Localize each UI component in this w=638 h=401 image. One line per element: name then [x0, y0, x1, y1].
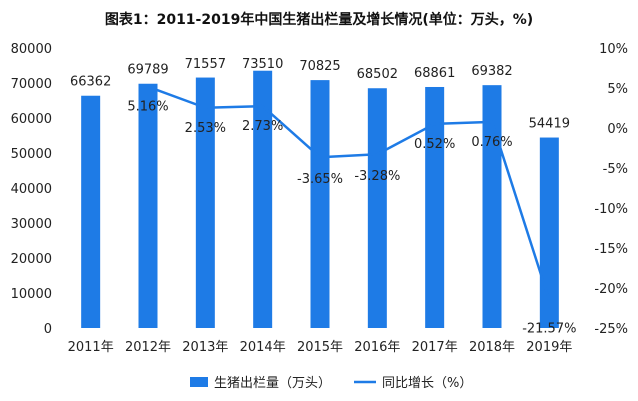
legend: 生猪出栏量（万头） 同比增长（%）: [190, 376, 472, 391]
category-label: 2013年: [182, 340, 228, 355]
bar: [482, 85, 502, 329]
legend-bar-swatch: [190, 377, 208, 387]
bar: [138, 83, 158, 329]
right-tick-label: -15%: [594, 242, 628, 257]
left-tick-label: 60000: [11, 112, 52, 127]
bar-series: [81, 70, 559, 329]
growth-value-label: 2.53%: [185, 121, 226, 136]
growth-value-label: 2.73%: [242, 119, 283, 134]
bar-value-label: 69382: [471, 64, 512, 79]
legend-bar-label: 生猪出栏量（万头）: [214, 376, 331, 391]
category-label: 2018年: [469, 340, 515, 355]
left-tick-label: 10000: [11, 287, 52, 302]
growth-line-series: [147, 85, 551, 301]
left-tick-label: 40000: [11, 182, 52, 197]
left-tick-label: 50000: [11, 147, 52, 162]
growth-line: [147, 85, 551, 301]
chart-title: 图表1：2011-2019年中国生猪出栏量及增长情况(单位：万头，%): [105, 11, 533, 28]
left-tick-label: 0: [44, 322, 52, 337]
growth-value-label: -21.57%: [522, 322, 576, 337]
left-axis: 0 10000 20000 30000 40000 50000 60000 70000 8000…: [11, 42, 52, 337]
growth-value-label: -3.65%: [297, 172, 343, 187]
category-label: 2011年: [68, 340, 114, 355]
growth-value-label: 5.16%: [127, 100, 168, 115]
category-axis: 2011年 2012年 2013年 2014年 2015年 2016年 2017年 2018年…: [68, 340, 573, 355]
legend-line-label: 同比增长（%）: [382, 376, 472, 391]
left-tick-label: 70000: [11, 77, 52, 92]
bar-value-label: 69789: [127, 63, 168, 78]
bar: [539, 137, 559, 328]
bar-value-label: 68861: [414, 66, 455, 81]
category-label: 2016年: [354, 340, 400, 355]
bar: [310, 80, 330, 328]
right-tick-label: -10%: [594, 202, 628, 217]
right-axis: -25% -20% -15% -10% -5% 0% 5% 10%: [594, 42, 628, 337]
bar-value-label: 71557: [185, 57, 226, 72]
bar-data-labels: 66362 69789 71557 73510 70825 68502 68861 69382…: [70, 57, 570, 132]
right-tick-label: 10%: [599, 42, 628, 57]
category-label: 2015年: [297, 340, 343, 355]
bar: [367, 88, 387, 328]
category-label: 2012年: [125, 340, 171, 355]
left-tick-label: 20000: [11, 252, 52, 267]
right-tick-label: 0%: [607, 122, 628, 137]
bar: [81, 95, 101, 328]
bar-value-label: 68502: [357, 67, 398, 82]
bar-value-label: 73510: [242, 57, 283, 72]
category-label: 2014年: [240, 340, 286, 355]
category-label: 2019年: [526, 340, 572, 355]
right-tick-label: -25%: [594, 322, 628, 337]
growth-value-label: 0.52%: [414, 137, 455, 152]
left-tick-label: 80000: [11, 42, 52, 57]
bar: [195, 77, 215, 328]
growth-data-labels: 5.16% 2.53% 2.73% -3.65% -3.28% 0.52% 0.76% -21…: [127, 100, 576, 337]
growth-value-label: 0.76%: [471, 135, 512, 150]
left-tick-label: 30000: [11, 217, 52, 232]
right-tick-label: -20%: [594, 282, 628, 297]
bar-value-label: 66362: [70, 75, 111, 90]
category-label: 2017年: [412, 340, 458, 355]
bar: [253, 70, 273, 328]
right-tick-label: -5%: [603, 162, 628, 177]
bar-value-label: 54419: [529, 117, 570, 132]
growth-value-label: -3.28%: [354, 169, 400, 184]
bar: [425, 86, 445, 328]
bar-value-label: 70825: [299, 59, 340, 74]
right-tick-label: 5%: [607, 82, 628, 97]
